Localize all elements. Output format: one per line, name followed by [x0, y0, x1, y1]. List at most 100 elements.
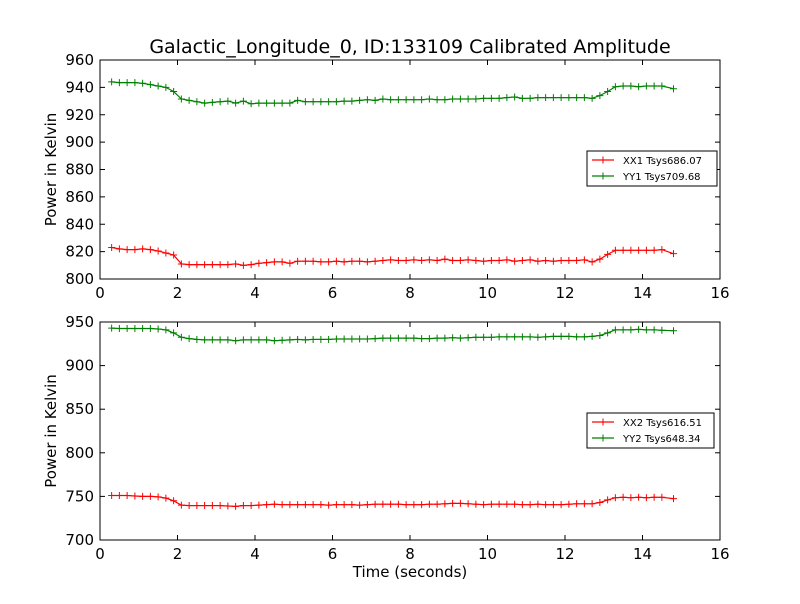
data-point — [278, 99, 286, 107]
data-point — [286, 501, 294, 509]
y-tick-label: 800 — [65, 444, 94, 462]
data-point — [650, 82, 658, 90]
data-point — [301, 98, 309, 106]
data-point — [580, 94, 588, 102]
x-tick-label: 10 — [478, 284, 497, 302]
data-point — [371, 96, 379, 104]
data-point — [294, 257, 302, 265]
data-point — [658, 493, 666, 501]
y-tick-label: 960 — [65, 51, 94, 69]
data-point — [348, 335, 356, 343]
data-point — [596, 92, 604, 100]
top-subplot: 0 2 4 6 8 10 12 14 16 800 820 840 860 880 900 920 940 960… — [42, 51, 730, 302]
data-point — [596, 255, 604, 263]
data-point — [472, 95, 480, 103]
x-tick-label: 0 — [95, 545, 105, 563]
data-point — [332, 98, 340, 106]
data-point — [115, 79, 123, 87]
data-point — [410, 256, 418, 264]
data-point — [526, 333, 534, 341]
data-point — [511, 500, 519, 508]
data-point — [224, 97, 232, 105]
data-point — [456, 334, 464, 342]
data-point — [270, 337, 278, 345]
data-point — [154, 325, 162, 333]
data-point — [596, 499, 604, 507]
x-tick-label: 14 — [633, 545, 652, 563]
data-point — [456, 95, 464, 103]
data-point — [193, 502, 201, 510]
data-point — [573, 500, 581, 508]
data-point — [557, 94, 565, 102]
data-point — [309, 98, 317, 106]
data-point — [495, 257, 503, 265]
data-point — [363, 258, 371, 266]
y-tick-label: 820 — [65, 243, 94, 261]
data-point — [193, 335, 201, 343]
data-point — [208, 261, 216, 269]
data-point — [123, 246, 131, 254]
data-point — [170, 329, 178, 337]
data-point — [356, 96, 364, 104]
data-point — [348, 257, 356, 265]
data-point — [449, 95, 457, 103]
data-point — [170, 87, 178, 95]
data-point — [588, 94, 596, 102]
data-point — [239, 502, 247, 510]
data-point — [503, 333, 511, 341]
data-point — [115, 245, 123, 253]
data-point — [379, 334, 387, 342]
y-tick-label: 900 — [65, 133, 94, 151]
data-point — [185, 502, 193, 510]
data-point — [301, 257, 309, 265]
data-point — [146, 325, 154, 333]
y-tick-label: 860 — [65, 188, 94, 206]
data-point — [146, 492, 154, 500]
data-point — [534, 257, 542, 265]
data-point — [387, 96, 395, 104]
data-point — [309, 335, 317, 343]
data-point — [658, 326, 666, 334]
data-point — [185, 261, 193, 269]
data-point — [495, 500, 503, 508]
data-point — [108, 78, 116, 86]
x-tick-label: 8 — [405, 545, 415, 563]
data-point — [270, 99, 278, 107]
data-point — [379, 95, 387, 103]
data-point — [487, 333, 495, 341]
data-point — [619, 246, 627, 254]
data-point — [139, 325, 147, 333]
data-point — [480, 501, 488, 509]
data-point — [464, 500, 472, 508]
data-point — [611, 494, 619, 502]
data-point — [565, 257, 573, 265]
data-point — [255, 99, 263, 107]
data-point — [472, 500, 480, 508]
data-point — [549, 332, 557, 340]
data-point — [402, 257, 410, 265]
data-point — [670, 85, 677, 93]
data-point — [480, 94, 488, 102]
data-point — [131, 325, 139, 333]
data-point — [410, 96, 418, 104]
x-tick-label: 4 — [250, 545, 260, 563]
data-point — [216, 502, 224, 510]
data-point — [154, 82, 162, 90]
data-point — [565, 94, 573, 102]
data-point — [619, 82, 627, 90]
data-point — [418, 96, 426, 104]
data-point — [557, 501, 565, 509]
x-axis-label: Time (seconds) — [352, 563, 468, 581]
data-point — [371, 257, 379, 265]
data-point — [472, 333, 480, 341]
legend-marker — [599, 418, 607, 426]
data-point — [650, 326, 658, 334]
data-point — [573, 257, 581, 265]
data-point — [239, 97, 247, 105]
legend-box — [586, 412, 715, 449]
data-point — [286, 336, 294, 344]
data-point — [263, 99, 271, 107]
legend-label: XX2 Tsys616.51 — [623, 418, 702, 429]
data-point — [394, 500, 402, 508]
